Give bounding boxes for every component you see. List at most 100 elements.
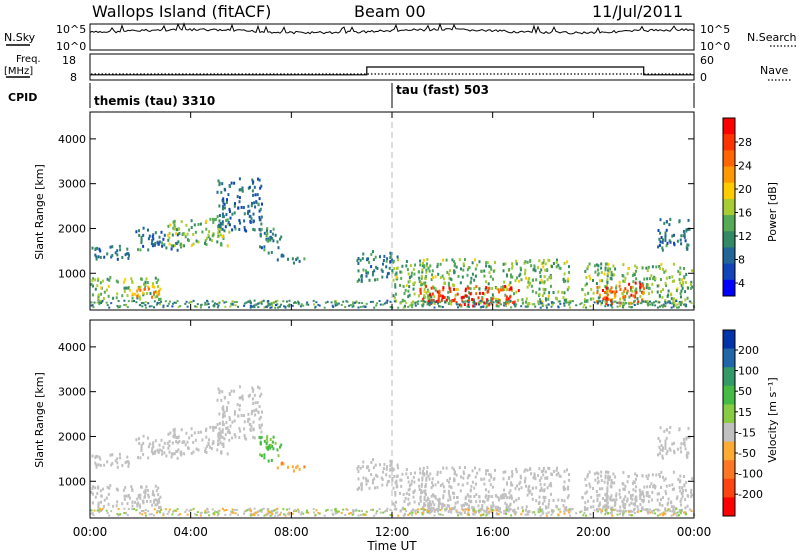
power-echo bbox=[136, 294, 139, 298]
velocity-echo bbox=[641, 507, 643, 511]
power-echo bbox=[600, 262, 603, 266]
velocity-echo bbox=[673, 512, 675, 514]
velocity-echo bbox=[362, 460, 365, 464]
power-echo bbox=[530, 284, 533, 288]
power-echo bbox=[592, 291, 595, 295]
power-echo bbox=[678, 301, 681, 303]
velocity-echo bbox=[274, 441, 277, 445]
velocity-echo bbox=[424, 483, 427, 486]
power-echo bbox=[269, 238, 272, 242]
power-echo bbox=[221, 182, 224, 186]
velocity-echo bbox=[673, 449, 675, 453]
velocity-echo bbox=[468, 499, 470, 503]
power-echo bbox=[269, 306, 272, 309]
velocity-echo bbox=[459, 489, 462, 493]
power-echo bbox=[649, 300, 651, 303]
power-echo bbox=[683, 235, 686, 239]
velocity-echo bbox=[676, 495, 679, 499]
velocity-echo bbox=[260, 430, 263, 434]
power-echo bbox=[622, 279, 625, 283]
velocity-echo bbox=[550, 492, 552, 496]
power-echo bbox=[479, 299, 482, 302]
power-echo bbox=[559, 302, 562, 305]
power-echo bbox=[541, 304, 544, 307]
velocity-echo bbox=[691, 477, 694, 481]
velocity-echo bbox=[628, 513, 631, 516]
velocity-echo bbox=[110, 510, 113, 513]
velocity-echo bbox=[428, 512, 431, 515]
velocity-echo bbox=[501, 496, 504, 500]
power-echo bbox=[677, 269, 680, 273]
power-echo bbox=[669, 302, 672, 305]
velocity-echo bbox=[445, 506, 448, 510]
velocity-echo bbox=[447, 498, 450, 502]
velocity-echo bbox=[314, 513, 317, 516]
velocity-echo bbox=[229, 424, 232, 428]
velocity-colorbar-swatch bbox=[723, 441, 735, 461]
power-echo bbox=[639, 288, 642, 292]
velocity-echo bbox=[441, 514, 444, 516]
power-echo bbox=[659, 240, 662, 244]
velocity-echo bbox=[672, 513, 675, 516]
velocity-echo bbox=[658, 451, 661, 455]
velocity-echo bbox=[544, 470, 547, 474]
cpid-mode-2: tau (fast) 503 bbox=[396, 83, 489, 97]
power-echo bbox=[542, 258, 545, 262]
power-echo bbox=[606, 289, 609, 293]
power-echo bbox=[643, 277, 646, 281]
power-echo bbox=[486, 298, 489, 302]
power-echo bbox=[528, 302, 531, 305]
velocity-echo bbox=[647, 500, 650, 504]
velocity-echo bbox=[618, 492, 621, 496]
velocity-echo bbox=[192, 440, 195, 444]
velocity-echo bbox=[658, 502, 661, 506]
velocity-echo bbox=[427, 510, 430, 513]
power-echo bbox=[503, 304, 505, 307]
velocity-echo bbox=[277, 514, 280, 517]
velocity-echo bbox=[450, 510, 453, 514]
velocity-echo bbox=[464, 466, 466, 469]
velocity-echo bbox=[525, 508, 527, 512]
power-echo bbox=[153, 243, 156, 247]
power-echo bbox=[481, 299, 484, 303]
power-echo bbox=[491, 293, 494, 297]
velocity-echo bbox=[382, 470, 384, 474]
power-echo bbox=[252, 220, 255, 224]
beam-title: Beam 00 bbox=[354, 2, 426, 21]
velocity-echo bbox=[624, 503, 627, 506]
velocity-echo bbox=[240, 413, 243, 417]
velocity-echo bbox=[558, 474, 561, 478]
velocity-colorbar-tick-label: -50 bbox=[738, 447, 756, 460]
velocity-echo bbox=[510, 483, 513, 487]
velocity-echo bbox=[615, 498, 618, 502]
velocity-echo bbox=[642, 500, 645, 504]
velocity-echo bbox=[611, 506, 614, 510]
power-echo bbox=[236, 195, 239, 199]
velocity-echo bbox=[131, 508, 134, 511]
power-echo bbox=[225, 219, 228, 222]
power-echo bbox=[380, 268, 383, 272]
velocity-echo bbox=[107, 492, 110, 496]
power-echo bbox=[618, 280, 621, 284]
velocity-echo bbox=[159, 495, 162, 499]
velocity-echo bbox=[668, 508, 671, 511]
velocity-echo bbox=[340, 511, 343, 514]
power-echo bbox=[624, 295, 627, 298]
velocity-echo bbox=[281, 461, 284, 465]
velocity-echo bbox=[535, 486, 538, 490]
velocity-echo bbox=[267, 512, 270, 515]
velocity-echo bbox=[454, 501, 457, 505]
velocity-echo bbox=[432, 507, 435, 510]
velocity-echo bbox=[252, 388, 255, 392]
velocity-echo bbox=[649, 508, 651, 511]
velocity-echo bbox=[492, 477, 495, 481]
power-echo bbox=[127, 256, 130, 260]
power-echo bbox=[213, 303, 216, 306]
power-echo bbox=[421, 268, 424, 272]
velocity-echo bbox=[334, 508, 336, 511]
velocity-echo bbox=[95, 465, 98, 469]
velocity-echo bbox=[470, 484, 473, 488]
power-echo bbox=[374, 255, 377, 259]
velocity-echo bbox=[166, 512, 169, 515]
power-echo bbox=[457, 306, 459, 309]
